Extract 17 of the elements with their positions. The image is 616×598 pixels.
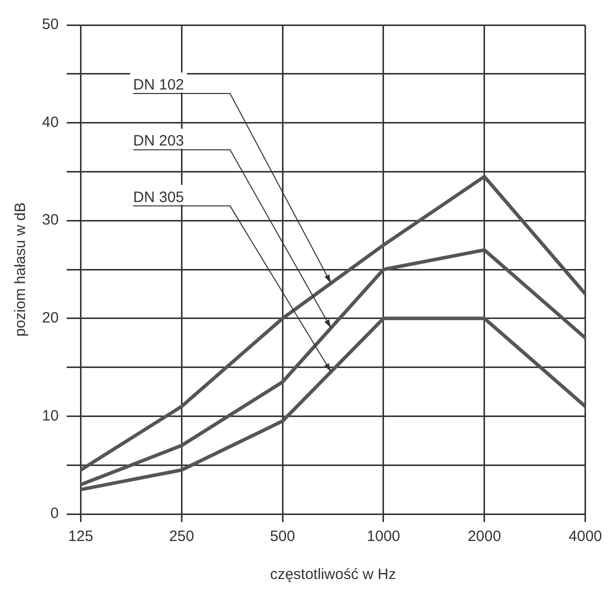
y-tick-label: 50 [42, 16, 59, 34]
x-axis-title: częstotliwość w Hz [270, 566, 396, 584]
text: DN 203 [133, 132, 184, 150]
x-tick-label: 1000 [366, 528, 400, 546]
x-tick-label: 125 [68, 528, 94, 546]
y-tick-label: 40 [42, 114, 59, 131]
y-tick-label: 20 [42, 310, 59, 327]
y-tick-label: 0 [50, 505, 59, 522]
x-tick-label: 4000 [568, 528, 602, 546]
y-tick-label: 30 [42, 212, 59, 229]
x-tick-label: 500 [270, 528, 296, 546]
text: DN 305 [133, 188, 184, 206]
x-tick-label: 2000 [468, 528, 502, 546]
y-tick-label: 10 [42, 407, 59, 424]
x-tick-label: 250 [169, 528, 194, 546]
y-axis-title: poziom hałasu w dB [12, 202, 30, 337]
text: DN 102 [133, 76, 184, 94]
